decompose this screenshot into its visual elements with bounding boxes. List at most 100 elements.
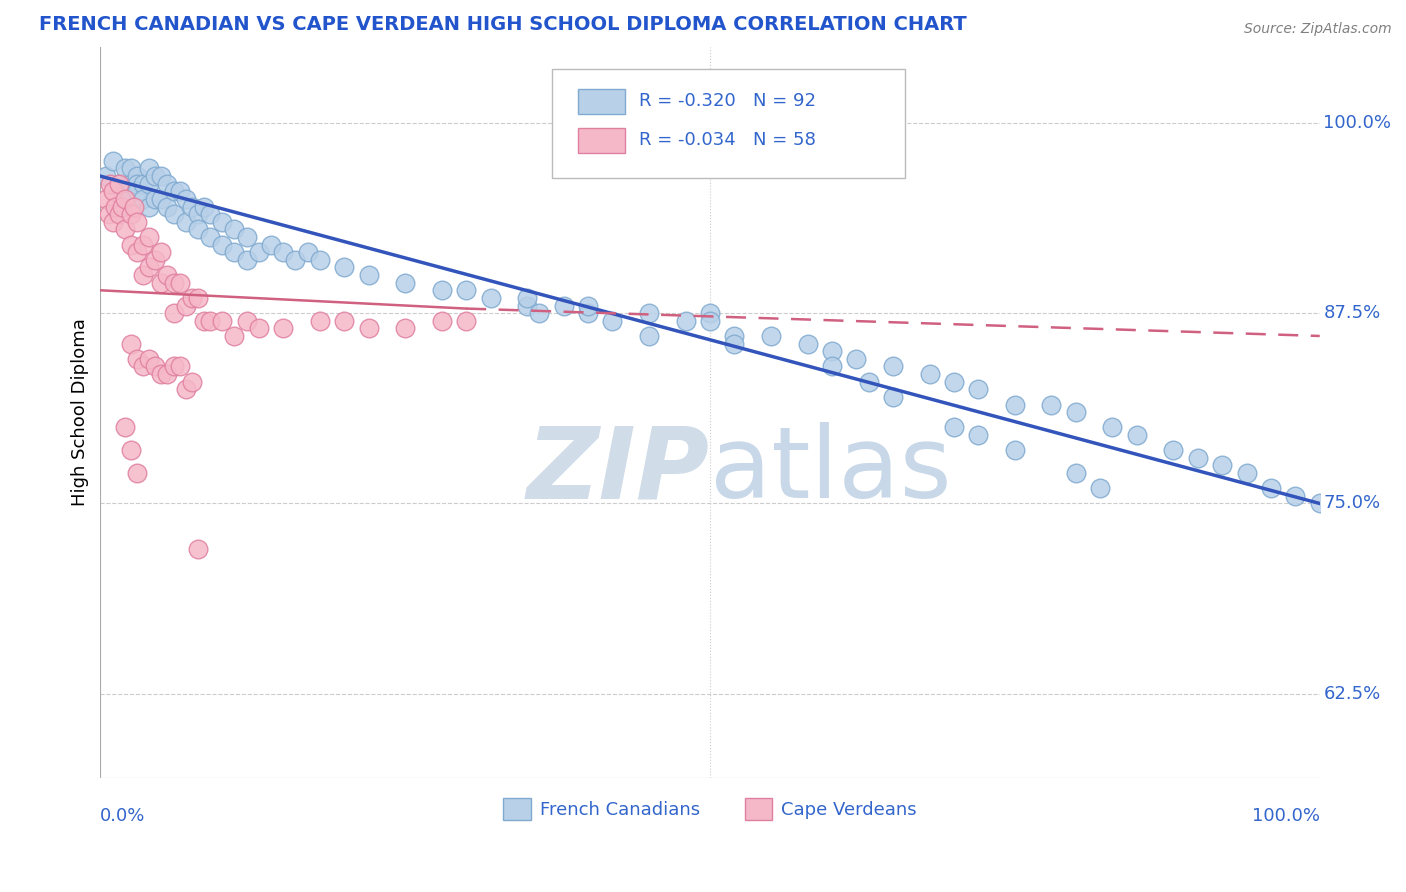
Point: [162, 359, 184, 374]
Text: atlas: atlas: [710, 422, 952, 519]
Point: [235, 230, 257, 244]
Point: [297, 245, 319, 260]
Text: 75.0%: 75.0%: [1323, 494, 1381, 513]
Text: FRENCH CANADIAN VS CAPE VERDEAN HIGH SCHOOL DIPLOMA CORRELATION CHART: FRENCH CANADIAN VS CAPE VERDEAN HIGH SCH…: [39, 15, 967, 34]
Point: [224, 245, 246, 260]
Point: [193, 314, 215, 328]
Point: [529, 306, 551, 320]
Point: [357, 321, 380, 335]
Point: [101, 184, 124, 198]
Point: [576, 299, 599, 313]
Point: [602, 314, 624, 328]
Point: [224, 329, 246, 343]
Point: [125, 245, 148, 260]
Point: [333, 260, 356, 275]
Point: [156, 367, 179, 381]
Point: [174, 382, 197, 396]
Point: [162, 207, 184, 221]
Point: [138, 161, 160, 176]
Point: [1064, 466, 1087, 480]
Bar: [578, 128, 624, 153]
Point: [187, 222, 209, 236]
Point: [96, 169, 118, 183]
Point: [174, 215, 197, 229]
Point: [125, 351, 148, 366]
Point: [107, 177, 129, 191]
Point: [882, 359, 904, 374]
Y-axis label: High School Diploma: High School Diploma: [72, 318, 89, 506]
Point: [1211, 458, 1233, 473]
Text: 0.0%: 0.0%: [100, 806, 146, 825]
Point: [98, 177, 121, 191]
Point: [143, 192, 166, 206]
Point: [308, 314, 330, 328]
Point: [150, 169, 173, 183]
Point: [394, 276, 416, 290]
Point: [1236, 466, 1258, 480]
Point: [180, 200, 202, 214]
Point: [125, 215, 148, 229]
Point: [187, 542, 209, 557]
Point: [516, 291, 538, 305]
Point: [260, 237, 283, 252]
Point: [1284, 489, 1306, 503]
Point: [821, 344, 844, 359]
Point: [235, 252, 257, 267]
Point: [224, 222, 246, 236]
Point: [845, 351, 868, 366]
Point: [333, 314, 356, 328]
Point: [132, 177, 155, 191]
Text: 100.0%: 100.0%: [1323, 114, 1392, 132]
Text: 62.5%: 62.5%: [1323, 685, 1381, 703]
Point: [967, 382, 990, 396]
Point: [1004, 443, 1026, 458]
Point: [156, 177, 179, 191]
Point: [143, 359, 166, 374]
Point: [174, 299, 197, 313]
Point: [114, 222, 136, 236]
Point: [114, 420, 136, 434]
Point: [138, 351, 160, 366]
Point: [125, 169, 148, 183]
Point: [96, 192, 118, 206]
Point: [796, 336, 818, 351]
FancyBboxPatch shape: [551, 69, 905, 178]
Point: [1163, 443, 1185, 458]
Point: [180, 291, 202, 305]
Point: [107, 207, 129, 221]
Text: Source: ZipAtlas.com: Source: ZipAtlas.com: [1244, 22, 1392, 37]
Point: [1064, 405, 1087, 419]
Point: [107, 177, 129, 191]
Point: [1187, 450, 1209, 465]
Point: [120, 207, 142, 221]
Point: [576, 306, 599, 320]
Point: [162, 306, 184, 320]
Point: [169, 276, 191, 290]
Point: [198, 314, 221, 328]
Point: [180, 375, 202, 389]
Point: [162, 276, 184, 290]
Point: [1126, 428, 1149, 442]
Point: [942, 420, 965, 434]
Point: [120, 336, 142, 351]
Point: [101, 153, 124, 168]
Point: [271, 321, 294, 335]
Point: [156, 268, 179, 282]
Point: [1309, 496, 1331, 510]
Text: ZIP: ZIP: [527, 422, 710, 519]
Point: [942, 375, 965, 389]
Point: [125, 466, 148, 480]
Point: [198, 230, 221, 244]
Point: [759, 329, 782, 343]
Point: [211, 237, 233, 252]
Point: [150, 367, 173, 381]
Point: [211, 314, 233, 328]
Point: [553, 299, 575, 313]
Point: [967, 428, 990, 442]
Point: [1040, 397, 1063, 411]
Point: [174, 192, 197, 206]
Point: [120, 237, 142, 252]
Point: [357, 268, 380, 282]
Point: [104, 200, 127, 214]
Point: [723, 329, 745, 343]
